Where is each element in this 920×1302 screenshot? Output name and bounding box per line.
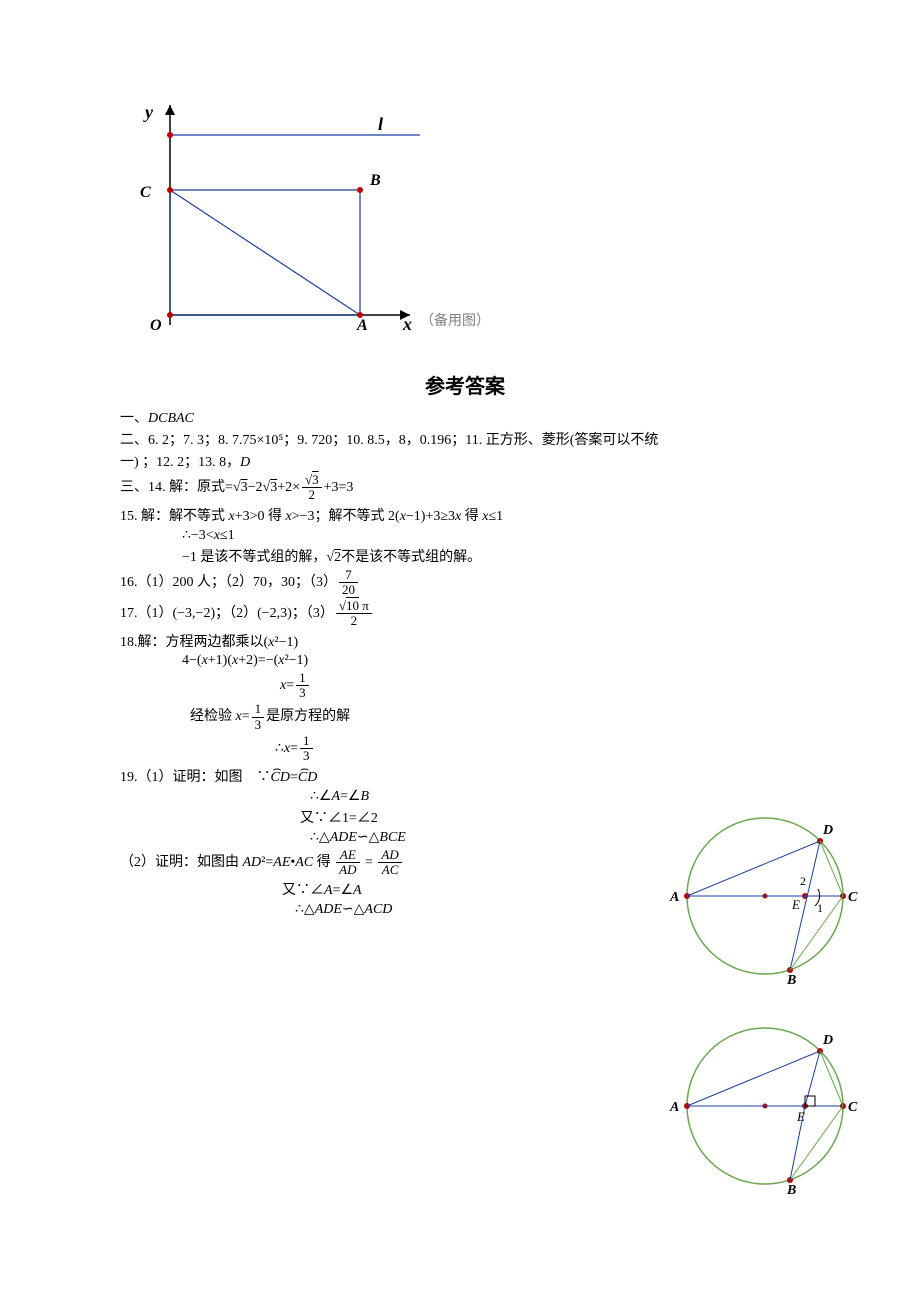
- circle-figure-2: A C D B E: [660, 1016, 870, 1196]
- coord-figure: y l B C O A x: [120, 100, 420, 330]
- circle-figure-1: A C D B E 1 2: [660, 806, 870, 986]
- q18c: x=13: [120, 671, 810, 701]
- label-y: y: [143, 102, 154, 122]
- q18d: 经检验 x=13是原方程的解: [120, 702, 810, 732]
- svg-text:D: D: [822, 1033, 833, 1048]
- svg-text:E: E: [791, 897, 800, 912]
- q19b: ∴∠A=∠B: [120, 788, 810, 805]
- q14: 三、14. 解：原式=√3−2√3+2×√32+3=3: [120, 473, 810, 503]
- q15a: 15. 解：解不等式 x+3>0 得 x>−3；解不等式 2(x−1)+3≥3x…: [120, 505, 810, 525]
- label-C: C: [140, 184, 151, 201]
- top-figure-caption: （备用图）: [420, 310, 490, 330]
- q15c: −1 是该不等式组的解，√2不是该不等式组的解。: [120, 546, 810, 566]
- section1: 一、DCBAC: [120, 407, 810, 427]
- section2-line1: 二、6. 2；7. 3；8. 7.75×10⁵；9. 720；10. 8.5，8…: [120, 429, 810, 449]
- q15b: ∴−3<x≤1: [120, 527, 810, 544]
- svg-text:A: A: [669, 1100, 679, 1115]
- svg-text:B: B: [786, 973, 796, 986]
- svg-text:B: B: [786, 1183, 796, 1196]
- label-l: l: [378, 114, 383, 134]
- svg-text:C: C: [848, 890, 858, 905]
- q16: 16.（1）200 人；（2）70，30；（3）720: [120, 568, 810, 598]
- answers-heading: 参考答案: [120, 370, 810, 399]
- q19a: 19.（1）证明：如图 ∵⌢CD=⌢CD: [120, 766, 810, 786]
- label-B: B: [369, 172, 381, 189]
- section2-line2: 一) ；12. 2；13. 8，D: [120, 451, 810, 471]
- q17: 17.（1）(−3,−2)；（2）(−2,3)；（3）√10 π2: [120, 599, 810, 629]
- svg-text:C: C: [848, 1100, 858, 1115]
- svg-text:E: E: [796, 1109, 805, 1124]
- q18e: ∴x=13: [120, 734, 810, 764]
- svg-text:2: 2: [800, 874, 806, 888]
- svg-text:A: A: [669, 890, 679, 905]
- label-A: A: [356, 317, 368, 330]
- q18a: 18.解：方程两边都乘以(x²−1): [120, 631, 810, 651]
- q18b: 4−(x+1)(x+2)=−(x²−1): [120, 653, 810, 669]
- svg-text:D: D: [822, 823, 833, 838]
- svg-text:1: 1: [817, 901, 823, 915]
- label-x: x: [402, 314, 412, 330]
- top-figure-row: y l B C O A x （备用图）: [120, 100, 810, 330]
- label-O: O: [150, 317, 162, 330]
